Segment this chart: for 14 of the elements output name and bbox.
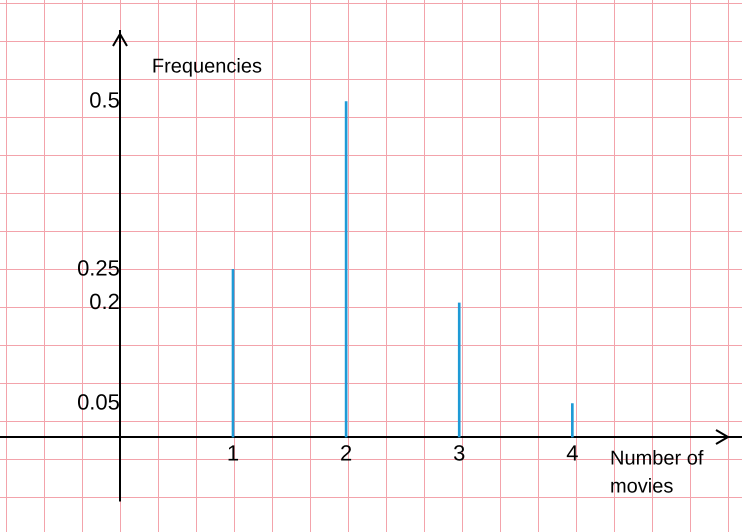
bar xyxy=(344,101,348,438)
x-tick-label: 1 xyxy=(226,440,240,466)
x-tick-label: 2 xyxy=(340,440,352,466)
x-axis-title: Number of movies xyxy=(610,448,704,498)
x-tick-label: 4 xyxy=(566,440,578,466)
y-tick-label: 0.5 xyxy=(89,88,120,113)
y-axis-title: Frequencies xyxy=(152,56,262,78)
y-tick-label: 0.05 xyxy=(77,390,120,415)
bar xyxy=(571,403,574,438)
bar xyxy=(232,269,234,438)
bar xyxy=(458,302,461,438)
y-tick-label: 0.2 xyxy=(89,288,120,314)
x-tick-label: 3 xyxy=(453,440,466,466)
y-tick-label: 0.25 xyxy=(77,255,120,280)
